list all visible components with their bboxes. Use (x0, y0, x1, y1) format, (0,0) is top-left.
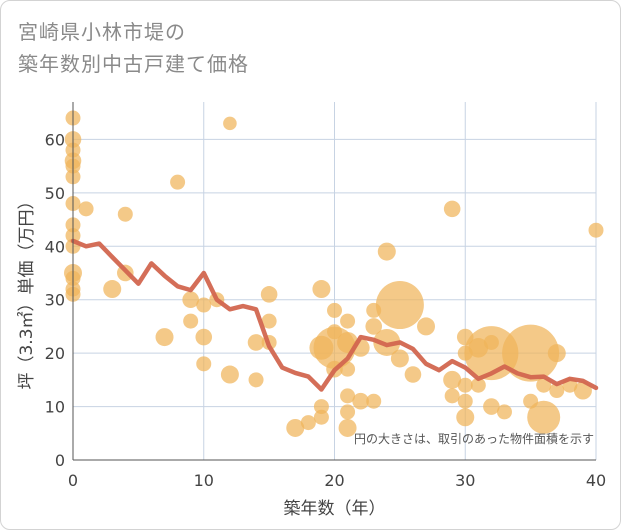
y-tick-label: 40 (45, 237, 65, 256)
y-tick-label: 0 (55, 451, 65, 470)
size-note: 円の大きさは、取引のあった物件面積を示す (354, 431, 594, 446)
y-tick-label: 30 (45, 291, 65, 310)
y-tick-label: 60 (45, 130, 65, 149)
data-point (183, 313, 199, 329)
y-tick-label: 50 (45, 184, 65, 203)
chart-title-line-1: 宮崎県小林市堤の (18, 20, 186, 44)
data-point (261, 313, 277, 329)
data-point (549, 383, 565, 399)
chart-title-line-2: 築年数別中古戸建て価格 (18, 52, 249, 76)
data-point (366, 393, 382, 409)
data-point (196, 356, 212, 372)
data-point (117, 206, 133, 222)
chart-title: 宮崎県小林市堤の 築年数別中古戸建て価格 (18, 16, 249, 80)
x-tick-label: 40 (586, 471, 606, 490)
data-point (155, 328, 174, 347)
data-point (312, 280, 331, 299)
axes: 0 10 20 30 40 0 10 20 30 40 50 60 (45, 102, 606, 490)
data-point (313, 409, 329, 425)
data-point (457, 393, 473, 409)
data-point (573, 381, 592, 400)
data-point (417, 317, 436, 336)
data-point (457, 377, 473, 393)
data-point (260, 286, 278, 303)
data-point (443, 370, 462, 389)
data-point (170, 174, 186, 190)
trend-line (70, 238, 599, 392)
data-point (443, 200, 461, 218)
data-point (502, 324, 560, 382)
x-tick-label: 20 (324, 471, 344, 490)
x-tick-label: 10 (194, 471, 214, 490)
data-point (247, 334, 265, 351)
points-layer (64, 110, 604, 437)
data-point (373, 328, 401, 356)
data-point (300, 415, 316, 431)
x-tick-label: 30 (455, 471, 475, 490)
data-point (196, 297, 212, 313)
y-tick-label: 10 (45, 398, 65, 417)
data-point (377, 242, 396, 261)
x-axis-label: 築年数（年） (284, 499, 386, 519)
data-point (536, 377, 552, 393)
data-point (195, 328, 213, 346)
data-point (338, 418, 357, 437)
y-axis-label: 坪（3.3㎡）単価（万円） (17, 192, 37, 389)
data-point (375, 281, 424, 330)
data-point (527, 400, 561, 434)
data-point (340, 361, 356, 377)
trend-layer (70, 238, 599, 392)
data-point (456, 408, 475, 427)
data-point (220, 365, 239, 384)
x-tick-label: 0 (68, 471, 78, 490)
data-point (182, 291, 199, 309)
data-point (390, 349, 409, 368)
data-point (223, 116, 237, 131)
data-point (352, 392, 369, 410)
data-point (483, 398, 500, 415)
data-point (547, 344, 566, 363)
data-point (444, 388, 460, 404)
data-point (340, 313, 356, 329)
data-point (340, 388, 356, 404)
y-tick-label: 20 (45, 344, 65, 363)
data-point (327, 302, 342, 318)
data-point (340, 404, 356, 420)
data-point (588, 222, 604, 238)
data-point (365, 318, 383, 335)
data-point (483, 334, 499, 350)
data-point (496, 404, 512, 420)
data-point (286, 418, 305, 437)
data-point (248, 372, 264, 388)
data-point (78, 201, 94, 217)
data-point (313, 399, 329, 415)
data-point (404, 366, 422, 383)
data-point (103, 280, 122, 299)
data-point (470, 377, 486, 393)
grid (72, 102, 597, 461)
